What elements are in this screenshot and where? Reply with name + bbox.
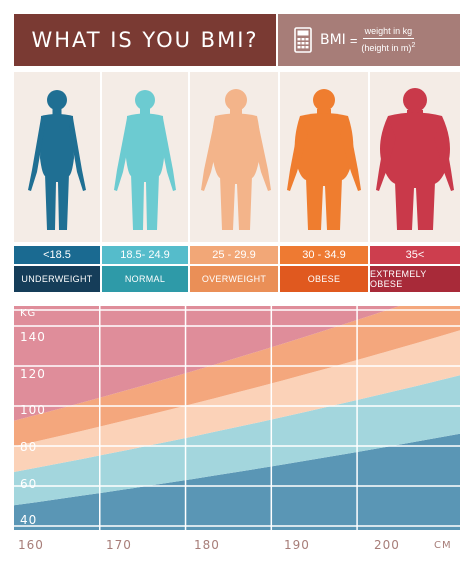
formula-denominator-text: (height in m) (361, 43, 412, 53)
range-underweight-text: <18.5 (43, 249, 71, 261)
y-tick-label: 40 (20, 513, 38, 527)
column-divider (368, 72, 370, 294)
formula-fraction: weight in kg (height in m)2 (361, 26, 415, 54)
category-overweight: OVERWEIGHT (190, 266, 278, 292)
y-tick-label: 80 (20, 440, 38, 454)
body-figures-panel (14, 72, 460, 242)
column-divider (100, 72, 102, 294)
formula-denominator: (height in m)2 (361, 39, 415, 54)
underweight-body-icon (28, 90, 86, 230)
category-obese: OBESE (280, 266, 368, 292)
range-underweight: <18.5 (14, 246, 100, 264)
figure-overweight (192, 72, 280, 242)
column-divider (278, 72, 280, 294)
figure-extremely-obese (370, 72, 460, 242)
y-tick-label: 120 (20, 367, 46, 381)
y-tick-label: 140 (20, 330, 46, 344)
x-tick-label: 180 (194, 538, 220, 552)
bmi-band (14, 285, 460, 421)
bmi-band (14, 433, 460, 530)
normal-body-icon (114, 90, 176, 230)
category-normal-text: NORMAL (124, 274, 166, 284)
bmi-band (14, 375, 460, 506)
category-underweight: UNDERWEIGHT (14, 266, 100, 292)
formula-exponent: 2 (411, 42, 416, 49)
obese-body-icon (287, 89, 361, 230)
formula-numerator: weight in kg (362, 26, 415, 39)
range-obese: 30 - 34.9 (280, 246, 368, 264)
range-obese-text: 30 - 34.9 (302, 249, 346, 261)
column-divider (188, 72, 190, 294)
x-axis-labels: 160 170 180 190 200 CM (14, 538, 460, 556)
x-tick-label: 200 (374, 538, 400, 552)
range-normal-text: 18.5- 24.9 (120, 249, 170, 261)
figure-normal (102, 72, 188, 242)
extremely-obese-body-icon (376, 88, 454, 230)
bmi-label: BMI (320, 32, 346, 48)
category-extremely-obese: EXTREMELY OBESE (370, 266, 460, 292)
range-overweight: 25 - 29.9 (190, 246, 278, 264)
x-tick-label: 160 (18, 538, 44, 552)
range-overweight-text: 25 - 29.9 (212, 249, 256, 261)
page-title-text: WHAT IS YOU BMI? (31, 28, 259, 52)
range-extremely-obese: 35< (370, 246, 460, 264)
bmi-weight-height-chart: KG 140 120 100 80 60 40 (14, 285, 460, 530)
x-tick-label: 190 (284, 538, 310, 552)
category-overweight-text: OVERWEIGHT (201, 274, 267, 284)
figure-obese (280, 72, 368, 242)
page-title: WHAT IS YOU BMI? (14, 14, 276, 66)
overweight-body-icon (201, 89, 271, 230)
range-extremely-obese-text: 35< (405, 249, 425, 261)
x-unit-label: CM (434, 540, 452, 551)
category-normal: NORMAL (102, 266, 188, 292)
calculator-icon (294, 27, 312, 53)
category-obese-text: OBESE (307, 274, 341, 284)
figure-underweight (14, 72, 100, 242)
x-tick-label: 170 (106, 538, 132, 552)
equals-sign: = (349, 32, 358, 48)
category-underweight-text: UNDERWEIGHT (21, 274, 93, 284)
y-tick-label: 60 (20, 477, 38, 491)
y-unit-label: KG (20, 308, 37, 319)
range-normal: 18.5- 24.9 (102, 246, 188, 264)
bmi-formula: BMI = weight in kg (height in m)2 (278, 14, 460, 66)
bmi-chart-svg (14, 285, 460, 530)
y-tick-label: 100 (20, 403, 46, 417)
category-extremely-obese-text: EXTREMELY OBESE (370, 269, 427, 289)
